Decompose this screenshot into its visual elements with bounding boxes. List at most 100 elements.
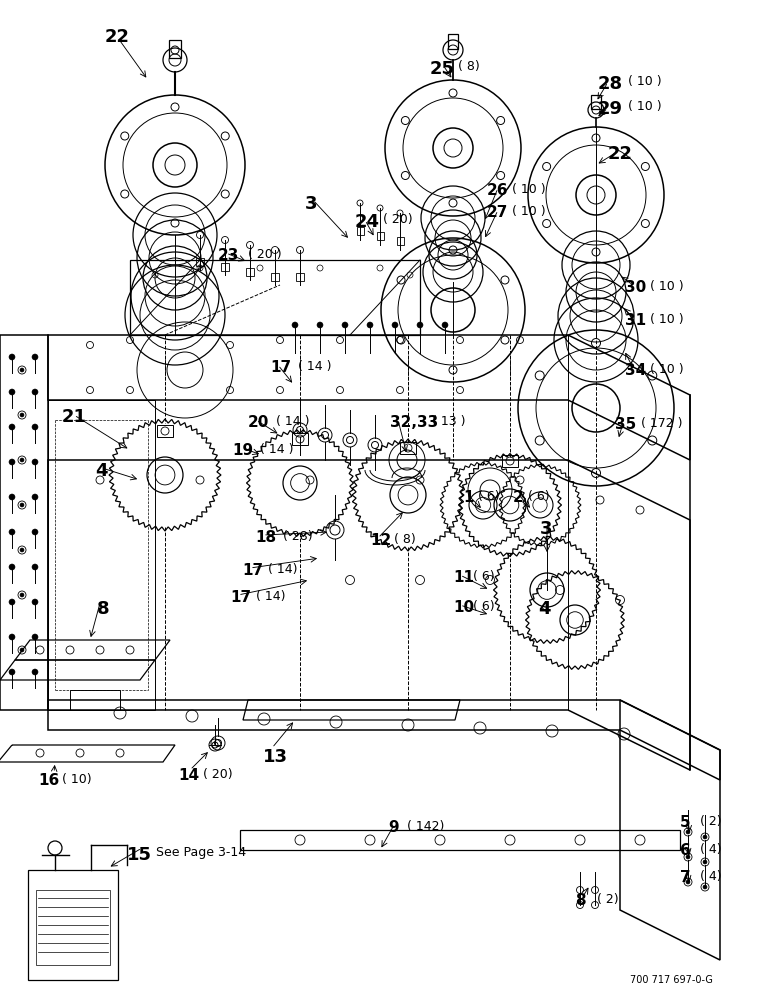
Circle shape — [20, 413, 24, 417]
Circle shape — [9, 389, 15, 395]
Text: 12: 12 — [370, 533, 391, 548]
Circle shape — [9, 599, 15, 605]
Text: 35: 35 — [615, 417, 636, 432]
Circle shape — [9, 459, 15, 465]
Text: ( 6): ( 6) — [473, 600, 495, 613]
Bar — [448, 34, 458, 49]
Text: 32,33: 32,33 — [390, 415, 438, 430]
Text: 28: 28 — [598, 75, 623, 93]
Text: ( 10): ( 10) — [62, 773, 92, 786]
Text: 31: 31 — [625, 313, 646, 328]
Circle shape — [703, 885, 707, 889]
Text: ( 6): ( 6) — [473, 570, 495, 583]
Text: ( 14 ): ( 14 ) — [298, 360, 331, 373]
Text: 3: 3 — [540, 520, 553, 538]
Bar — [357, 227, 364, 235]
Text: 4: 4 — [538, 600, 550, 618]
Text: 2: 2 — [513, 490, 523, 505]
Bar — [221, 263, 229, 271]
Bar — [36, 890, 110, 965]
Text: ( 20): ( 20) — [383, 213, 412, 226]
Bar — [502, 455, 518, 467]
Circle shape — [32, 564, 38, 570]
Bar — [157, 425, 173, 437]
Bar — [292, 433, 308, 445]
Circle shape — [292, 322, 298, 328]
Text: 15: 15 — [127, 846, 152, 864]
Text: ( 14): ( 14) — [256, 590, 286, 603]
Text: 7: 7 — [680, 870, 691, 885]
Text: 8: 8 — [97, 600, 110, 618]
Circle shape — [32, 459, 38, 465]
Circle shape — [20, 593, 24, 597]
Text: ( 2): ( 2) — [597, 893, 618, 906]
Text: ( 10 ): ( 10 ) — [650, 280, 684, 293]
Text: ( 8): ( 8) — [458, 60, 479, 73]
Text: 20: 20 — [248, 415, 269, 430]
Text: 17: 17 — [230, 590, 251, 605]
Text: ( 10 ): ( 10 ) — [512, 205, 546, 218]
Text: 8: 8 — [575, 893, 586, 908]
Circle shape — [9, 634, 15, 640]
Circle shape — [703, 860, 707, 864]
Bar — [196, 258, 204, 266]
Circle shape — [9, 354, 15, 360]
Text: 700 717 697-0-G: 700 717 697-0-G — [630, 975, 713, 985]
Text: ( 14): ( 14) — [268, 563, 297, 576]
Circle shape — [32, 424, 38, 430]
Bar — [400, 442, 416, 454]
Text: ( 2): ( 2) — [700, 815, 722, 828]
Circle shape — [20, 368, 24, 372]
Text: 5: 5 — [680, 815, 691, 830]
Text: ( 10 ): ( 10 ) — [650, 313, 684, 326]
Text: 4: 4 — [95, 462, 107, 480]
Text: 25: 25 — [430, 60, 455, 78]
Bar — [169, 40, 181, 58]
Circle shape — [20, 458, 24, 462]
Text: 30: 30 — [625, 280, 646, 295]
Circle shape — [32, 389, 38, 395]
Circle shape — [20, 648, 24, 652]
Text: 29: 29 — [598, 100, 623, 118]
Text: ( 10 ): ( 10 ) — [628, 75, 662, 88]
Text: ( 6): ( 6) — [478, 490, 499, 503]
Bar — [246, 268, 254, 276]
Text: ( 10 ): ( 10 ) — [650, 363, 684, 376]
Circle shape — [32, 634, 38, 640]
Circle shape — [686, 855, 690, 859]
Circle shape — [9, 669, 15, 675]
Text: ( 4): ( 4) — [700, 870, 722, 883]
Circle shape — [686, 880, 690, 884]
Text: 9: 9 — [388, 820, 398, 835]
Text: ( 14 ): ( 14 ) — [276, 415, 310, 428]
Circle shape — [9, 494, 15, 500]
Text: ( 20 ): ( 20 ) — [248, 248, 282, 261]
Text: ( 4): ( 4) — [700, 843, 722, 856]
Text: 13: 13 — [263, 748, 288, 766]
Text: 14: 14 — [178, 768, 199, 783]
Text: ( 13 ): ( 13 ) — [432, 415, 466, 428]
Circle shape — [32, 669, 38, 675]
Circle shape — [20, 503, 24, 507]
Text: 17: 17 — [270, 360, 291, 375]
Text: 26: 26 — [487, 183, 509, 198]
Text: ( 10 ): ( 10 ) — [512, 183, 546, 196]
Circle shape — [20, 548, 24, 552]
Text: ( 14 ): ( 14 ) — [260, 443, 293, 456]
Text: 10: 10 — [453, 600, 474, 615]
Circle shape — [9, 564, 15, 570]
Circle shape — [32, 599, 38, 605]
Text: 24: 24 — [355, 213, 380, 231]
Bar — [591, 95, 601, 109]
Circle shape — [703, 835, 707, 839]
Circle shape — [32, 494, 38, 500]
Text: ( 6): ( 6) — [528, 490, 550, 503]
Text: 18: 18 — [255, 530, 276, 545]
Circle shape — [367, 322, 373, 328]
Text: 22: 22 — [105, 28, 130, 46]
Circle shape — [32, 354, 38, 360]
Text: 17: 17 — [242, 563, 263, 578]
Bar — [397, 237, 404, 245]
Bar — [296, 273, 304, 281]
Text: ( 172 ): ( 172 ) — [641, 417, 682, 430]
